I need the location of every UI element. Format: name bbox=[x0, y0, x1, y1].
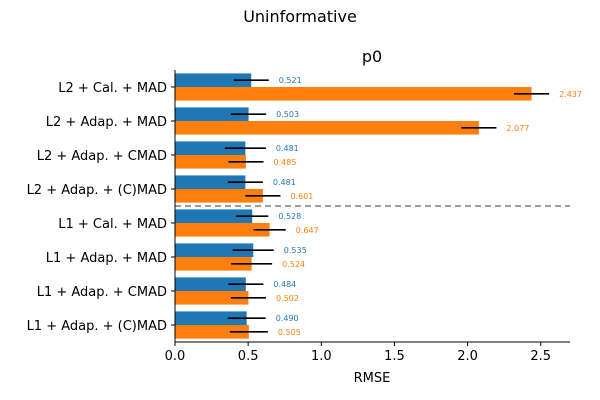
bar bbox=[175, 257, 252, 271]
category-label: L2 + Adap. + CMAD bbox=[37, 149, 167, 164]
category-label: L1 + Adap. + (C)MAD bbox=[27, 319, 167, 334]
bar bbox=[175, 107, 249, 121]
data-label: 0.505 bbox=[278, 328, 301, 337]
x-tick-label: 1.5 bbox=[384, 349, 405, 364]
bar bbox=[175, 277, 246, 291]
data-label: 0.490 bbox=[276, 314, 299, 323]
category-label: L2 + Adap. + MAD bbox=[46, 115, 167, 130]
x-tick-label: 1.0 bbox=[311, 349, 332, 364]
data-label: 0.481 bbox=[276, 144, 299, 153]
data-label: 0.503 bbox=[276, 110, 299, 119]
bar bbox=[175, 209, 253, 223]
data-label: 2.437 bbox=[559, 90, 582, 99]
bar bbox=[175, 325, 249, 339]
data-label: 0.528 bbox=[278, 212, 301, 221]
category-label: L2 + Cal. + MAD bbox=[58, 81, 167, 96]
data-label: 0.601 bbox=[290, 192, 313, 201]
bar bbox=[175, 155, 246, 169]
chart-title: p0 bbox=[362, 47, 382, 66]
data-label: 0.647 bbox=[296, 226, 319, 235]
x-tick-label: 0.5 bbox=[238, 349, 259, 364]
category-label: L1 + Adap. + CMAD bbox=[37, 285, 167, 300]
data-label: 0.524 bbox=[282, 260, 305, 269]
bar bbox=[175, 121, 479, 135]
bar bbox=[175, 175, 246, 189]
data-label: 2.077 bbox=[506, 124, 529, 133]
bar bbox=[175, 311, 247, 325]
bar bbox=[175, 291, 249, 305]
data-label: 0.484 bbox=[273, 280, 296, 289]
bar bbox=[175, 73, 252, 87]
category-label: L2 + Adap. + (C)MAD bbox=[27, 183, 167, 198]
x-axis-label: RMSE bbox=[354, 371, 391, 386]
bar bbox=[175, 87, 532, 101]
category-label: L1 + Cal. + MAD bbox=[58, 217, 167, 232]
data-label: 0.502 bbox=[276, 294, 299, 303]
bar bbox=[175, 243, 254, 257]
bar bbox=[175, 223, 270, 237]
plot-area: L2 + Cal. + MAD 0.521 2.437 L2 + Adap. + MA… bbox=[27, 70, 582, 364]
x-tick-label: 0.0 bbox=[165, 349, 186, 364]
chart-suptitle: Uninformative bbox=[243, 7, 357, 26]
data-label: 0.481 bbox=[273, 178, 296, 187]
category-label: L1 + Adap. + MAD bbox=[46, 251, 167, 266]
x-tick-label: 2.0 bbox=[457, 349, 478, 364]
data-label: 0.485 bbox=[274, 158, 297, 167]
data-label: 0.521 bbox=[279, 76, 302, 85]
bar bbox=[175, 189, 263, 203]
x-tick-label: 2.5 bbox=[530, 349, 551, 364]
data-label: 0.535 bbox=[284, 246, 307, 255]
bar bbox=[175, 141, 246, 155]
